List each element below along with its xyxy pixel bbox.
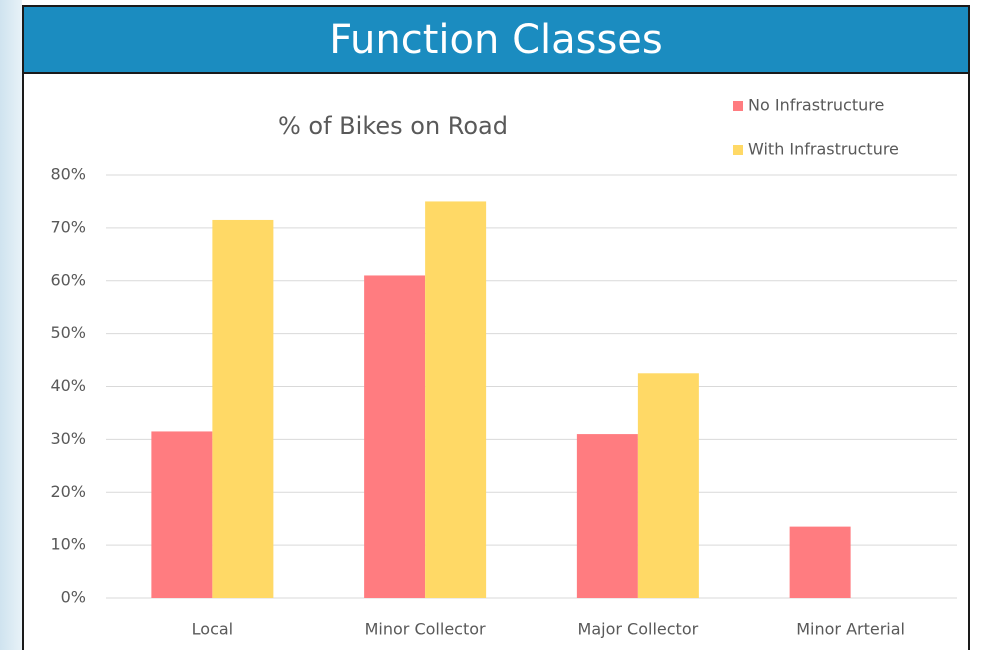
bar — [364, 275, 426, 598]
header-bar — [22, 5, 970, 74]
x-tick-label: Minor Arterial — [796, 620, 905, 639]
bar — [576, 434, 638, 598]
y-tick-label: 70% — [50, 217, 86, 236]
legend-label: No Infrastructure — [748, 96, 884, 115]
chart-title: % of Bikes on Road — [278, 112, 508, 140]
legend-swatch — [733, 145, 743, 155]
y-tick-label: 60% — [50, 270, 86, 289]
x-tick-label: Major Collector — [578, 620, 699, 639]
x-tick-label: Local — [192, 620, 233, 639]
y-tick-label: 50% — [50, 323, 86, 342]
bar — [789, 526, 851, 598]
legend-label: With Infrastructure — [748, 140, 899, 159]
y-tick-label: 20% — [50, 482, 86, 501]
y-tick-label: 10% — [50, 535, 86, 554]
y-tick-label: 0% — [61, 588, 86, 607]
x-tick-label: Minor Collector — [365, 620, 486, 639]
bar — [212, 219, 274, 598]
bar — [151, 431, 213, 598]
legend-swatch — [733, 101, 743, 111]
y-tick-label: 30% — [50, 429, 86, 448]
y-tick-label: 80% — [50, 165, 86, 184]
bar — [637, 373, 699, 598]
bar — [425, 201, 487, 598]
slide-title: Function Classes — [329, 17, 663, 63]
y-tick-label: 40% — [50, 376, 86, 395]
